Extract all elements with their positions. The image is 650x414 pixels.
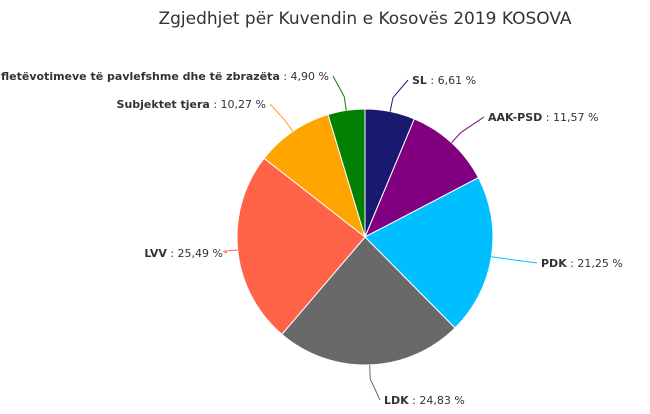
slice-label-name-0: SL [412, 74, 427, 87]
slice-label-1: AAK-PSD : 11,57 % [488, 111, 598, 124]
slice-label-value-4: : 25,49 % [167, 247, 223, 260]
pie-slice-5[interactable] [263, 113, 366, 239]
slice-label-6: Numri i fletëvotimeve të pavlefshme dhe … [0, 70, 329, 83]
connector-line-1 [451, 116, 485, 144]
slice-label-name-1: AAK-PSD [488, 111, 542, 124]
pie-slice-3[interactable] [281, 236, 456, 366]
slice-label-name-4: LVV [144, 247, 167, 260]
slice-label-value-1: : 11,57 % [542, 111, 598, 124]
slice-label-value-5: : 10,27 % [210, 98, 266, 111]
slice-label-value-2: : 21,25 % [567, 257, 623, 270]
slice-label-0: SL : 6,61 % [412, 74, 476, 87]
slice-label-value-0: : 6,61 % [427, 74, 476, 87]
slice-label-value-6: : 4,90 % [280, 70, 329, 83]
slice-label-value-3: : 24,83 % [409, 394, 465, 407]
slice-label-3: LDK : 24,83 % [384, 394, 465, 407]
slice-label-2: PDK : 21,25 % [541, 257, 623, 270]
slice-label-4: LVV : 25,49 % [144, 247, 223, 260]
connector-line-2 [491, 256, 538, 264]
connector-line-4 [221, 249, 238, 254]
connector-line-6 [332, 75, 347, 111]
slice-label-name-2: PDK [541, 257, 567, 270]
connector-line-3 [369, 364, 381, 401]
slice-label-name-5: Subjektet tjera [117, 98, 210, 111]
slice-label-name-6: Numri i fletëvotimeve të pavlefshme dhe … [0, 70, 280, 83]
chart-title: Zgjedhjet për Kuvendin e Kosovës 2019 KO… [158, 9, 571, 29]
pie-slice-4[interactable] [236, 157, 366, 336]
slice-label-name-3: LDK [384, 394, 409, 407]
slice-label-5: Subjektet tjera : 10,27 % [117, 98, 266, 111]
pie-slice-2[interactable] [364, 176, 494, 329]
connector-line-0 [389, 79, 409, 112]
connector-line-5 [269, 103, 294, 132]
